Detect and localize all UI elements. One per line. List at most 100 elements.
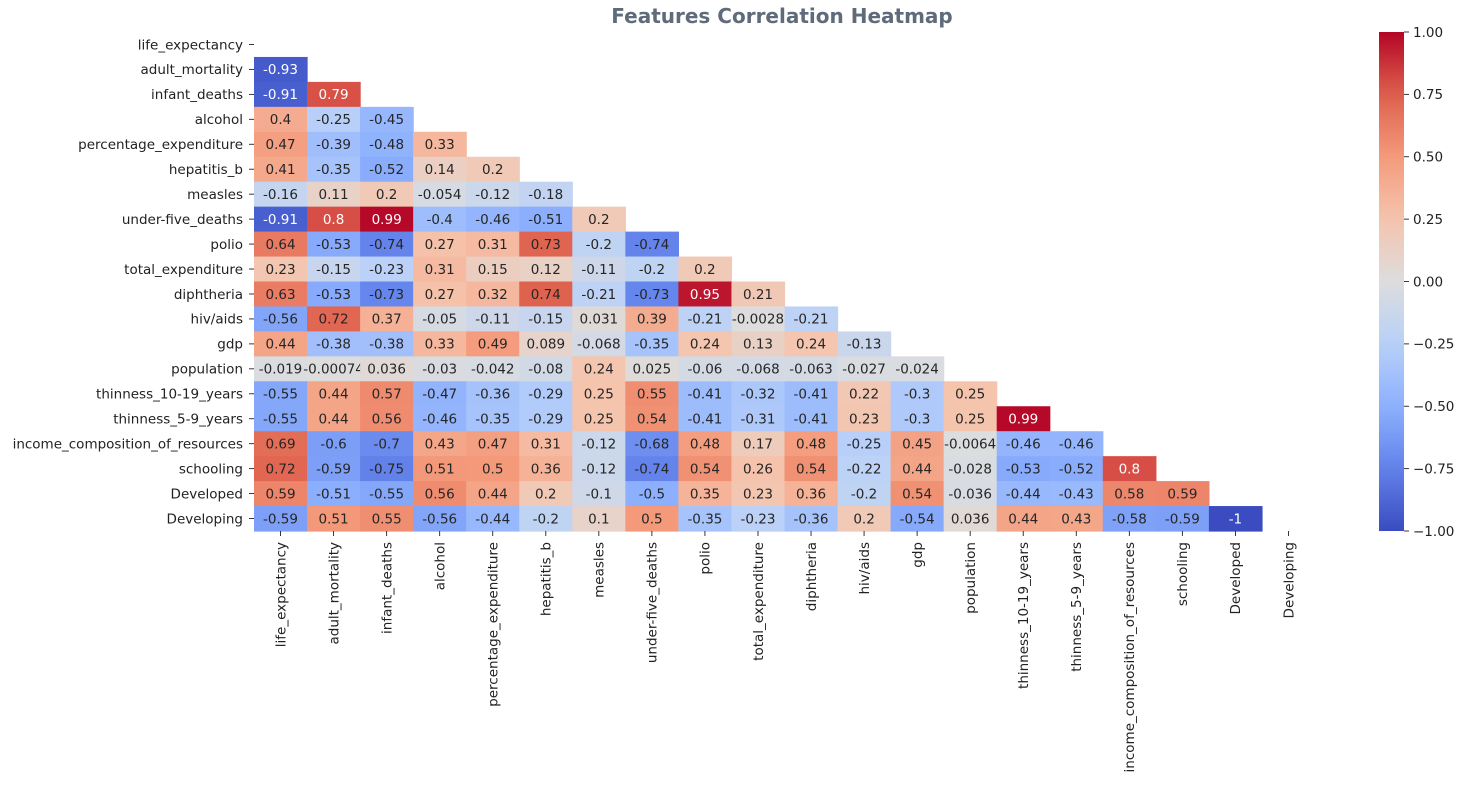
cell-value-label: 0.33 bbox=[425, 337, 455, 353]
cell-value-label: -0.48 bbox=[369, 137, 404, 153]
cell-value-label: -0.12 bbox=[581, 461, 616, 477]
heatmap-cell bbox=[360, 406, 414, 432]
heatmap-cell bbox=[784, 431, 839, 457]
heatmap-cell bbox=[307, 181, 361, 208]
y-tick-label: infant_deaths bbox=[151, 87, 243, 103]
cell-value-label: -0.44 bbox=[475, 511, 510, 527]
cell-value-label: 0.2 bbox=[694, 262, 715, 278]
heatmap-cell bbox=[837, 431, 892, 457]
heatmap-cell bbox=[572, 356, 626, 382]
cell-value-label: -0.56 bbox=[263, 312, 298, 328]
cell-value-label: 0.13 bbox=[743, 337, 773, 353]
heatmap-cell bbox=[254, 181, 308, 208]
heatmap-cell bbox=[731, 481, 786, 507]
cell-value-label: -0.36 bbox=[475, 387, 510, 403]
x-tick-label: alcohol bbox=[432, 542, 448, 590]
cell-value-label: -0.05 bbox=[422, 312, 457, 328]
heatmap-cell bbox=[890, 456, 945, 482]
cell-value-label: 0.99 bbox=[372, 212, 402, 228]
heatmap-cell bbox=[466, 356, 520, 382]
heatmap-cell bbox=[466, 331, 520, 357]
heatmap-cell bbox=[890, 356, 945, 382]
heatmap-cell bbox=[572, 481, 626, 507]
cell-value-label: 0.44 bbox=[265, 337, 295, 353]
x-tick-label: Developed bbox=[1228, 542, 1244, 614]
heatmap-cell bbox=[413, 281, 467, 308]
cell-value-label: -0.08 bbox=[528, 362, 563, 378]
y-tick-label: alcohol bbox=[195, 112, 243, 128]
cell-value-label: -0.35 bbox=[687, 511, 722, 527]
cell-value-label: 0.72 bbox=[265, 461, 295, 477]
cell-value-label: -0.21 bbox=[581, 287, 616, 303]
colorbar-tick-label: 0.25 bbox=[1413, 212, 1443, 228]
cell-value-label: -0.52 bbox=[369, 162, 404, 178]
heatmap-cell bbox=[254, 331, 308, 357]
cell-value-label: 0.56 bbox=[372, 412, 402, 428]
heatmap-cell bbox=[519, 331, 573, 357]
cell-value-label: 0.64 bbox=[265, 237, 295, 253]
heatmap-cell bbox=[572, 431, 626, 457]
cell-value-label: -0.46 bbox=[1006, 436, 1041, 452]
heatmap-cell bbox=[360, 231, 414, 258]
x-tick-label: measles bbox=[592, 542, 608, 598]
cell-value-label: 0.32 bbox=[478, 287, 508, 303]
heatmap-cell bbox=[784, 331, 839, 357]
cell-value-label: -0.68 bbox=[634, 436, 669, 452]
y-tick-label: hepatitis_b bbox=[169, 162, 243, 178]
heatmap-cell bbox=[678, 456, 733, 482]
x-tick-label: gdp bbox=[910, 542, 926, 568]
heatmap-cell bbox=[413, 406, 467, 432]
heatmap-cell bbox=[996, 481, 1051, 507]
heatmap-cell bbox=[678, 356, 733, 382]
heatmap-cell bbox=[996, 406, 1051, 432]
cell-value-label: -0.91 bbox=[263, 87, 298, 103]
cell-value-label: 0.4 bbox=[270, 112, 291, 128]
heatmap-cell bbox=[360, 306, 414, 332]
cell-value-label: -0.21 bbox=[687, 312, 722, 328]
y-tick-label: Developing bbox=[167, 511, 243, 527]
cell-value-label: 0.11 bbox=[319, 187, 349, 203]
cell-value-label: -0.73 bbox=[634, 287, 669, 303]
cell-value-label: -0.59 bbox=[263, 511, 298, 527]
cell-value-label: 0.1 bbox=[588, 511, 609, 527]
heatmap-cell bbox=[360, 181, 414, 208]
y-axis-tick-labels: life_expectancy adult_mortality infant_dea… bbox=[13, 37, 254, 527]
cell-value-label: -0.41 bbox=[794, 387, 829, 403]
y-tick-label: measles bbox=[187, 187, 243, 203]
cell-value-label: 0.95 bbox=[690, 287, 720, 303]
heatmap-cell bbox=[466, 456, 520, 482]
heatmap-cell bbox=[837, 456, 892, 482]
heatmap-cell bbox=[943, 456, 998, 482]
colorbar-tick-label: −0.75 bbox=[1413, 461, 1454, 477]
cell-value-label: 0.26 bbox=[743, 461, 773, 477]
heatmap-cell bbox=[519, 481, 573, 507]
heatmap-cell bbox=[784, 456, 839, 482]
heatmap-cell bbox=[360, 331, 414, 357]
cell-value-label: -0.027 bbox=[842, 362, 886, 378]
heatmap-cell bbox=[890, 381, 945, 407]
cell-value-label: 0.24 bbox=[796, 337, 826, 353]
heatmap-cell bbox=[837, 356, 892, 382]
heatmap-cell bbox=[307, 506, 361, 532]
heatmap-cell bbox=[307, 131, 361, 158]
heatmap-cell bbox=[784, 306, 839, 332]
heatmap-cell bbox=[307, 381, 361, 407]
x-tick-label: hiv/aids bbox=[857, 542, 873, 594]
heatmap-cell bbox=[1049, 456, 1104, 482]
heatmap-cell bbox=[572, 381, 626, 407]
heatmap-cell bbox=[625, 381, 679, 407]
cell-value-label: -0.53 bbox=[316, 287, 351, 303]
heatmap-cell bbox=[254, 306, 308, 332]
cell-value-label: -0.22 bbox=[847, 461, 882, 477]
heatmap-cell bbox=[519, 431, 573, 457]
heatmap-cell bbox=[519, 406, 573, 432]
heatmap-cell bbox=[254, 431, 308, 457]
heatmap-cell bbox=[413, 206, 467, 233]
cell-value-label: 0.69 bbox=[265, 436, 295, 452]
cell-value-label: -0.35 bbox=[475, 412, 510, 428]
heatmap-cell bbox=[625, 406, 679, 432]
heatmap-cell bbox=[360, 106, 414, 133]
heatmap-cell bbox=[943, 506, 998, 532]
cell-value-label: 0.15 bbox=[478, 262, 508, 278]
